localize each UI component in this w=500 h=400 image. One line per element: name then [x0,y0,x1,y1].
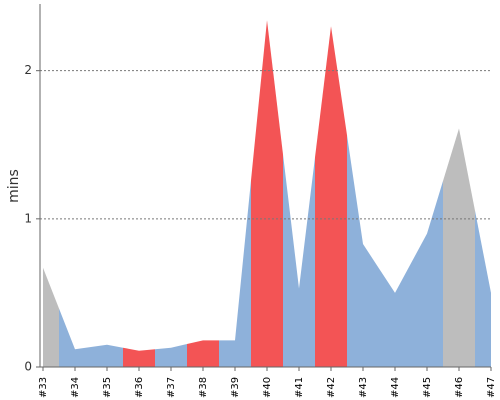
x-tick-label: #36 [134,377,145,398]
x-tick-label: #46 [454,377,465,398]
x-tick-label: #37 [166,377,177,398]
y-tick-label: 2 [24,63,32,77]
x-tick-label: #34 [70,377,81,398]
area-segment [315,26,347,368]
x-tick-label: #44 [390,377,401,398]
x-tick-label: #39 [230,377,241,398]
x-tick-label: #38 [198,377,209,398]
area-segment [187,340,219,367]
x-tick-label: #35 [102,377,113,398]
area-segment [411,181,443,367]
x-tick-label: #43 [358,377,369,398]
y-axis-label: mins [6,169,22,203]
x-tick-label: #41 [294,377,305,398]
x-tick-label: #47 [486,377,497,398]
x-tick-label: #33 [38,377,49,398]
area-segment [59,308,91,367]
x-tick-label: #40 [262,377,273,398]
area-segment [443,128,475,367]
area-segment [91,344,123,367]
x-tick-label: #42 [326,377,337,398]
area-segment [123,347,155,367]
area-segment [219,180,251,367]
area-segment [379,263,411,367]
y-tick-label: 0 [24,360,32,374]
area-segment [347,135,379,367]
area-segment [251,20,283,367]
area-segment [155,344,187,367]
area-segment [283,154,315,367]
y-tick-label: 1 [24,211,32,225]
area-segment [43,267,59,367]
x-tick-label: #45 [422,377,433,398]
area-segment [475,210,491,367]
